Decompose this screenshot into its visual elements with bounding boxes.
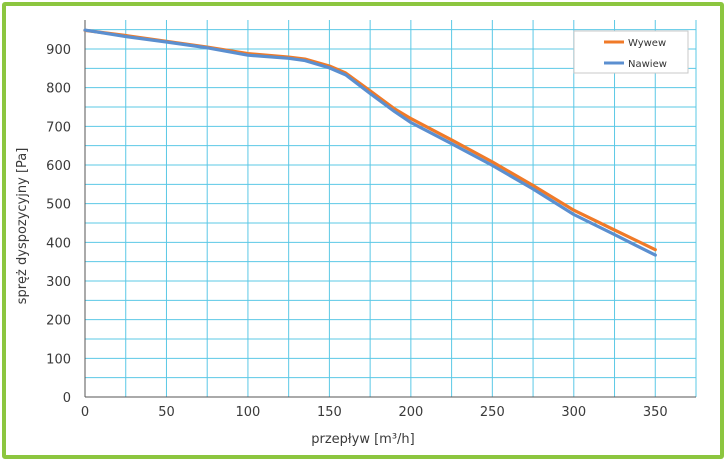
legend-label-nawiew: Nawiew	[628, 59, 667, 70]
y-tick-label: 200	[46, 314, 71, 329]
grid	[85, 20, 697, 397]
legend: Wywew Nawiew	[573, 30, 689, 74]
legend-label-wywew: Wywew	[628, 38, 666, 49]
y-tick-label: 600	[46, 159, 71, 174]
x-tick-label: 150	[317, 405, 342, 420]
x-tick-labels: 0 50 100 150 200 250 300 350	[81, 405, 668, 420]
x-tick-label: 100	[236, 405, 261, 420]
x-tick-label: 350	[643, 405, 668, 420]
x-tick-label: 200	[398, 405, 423, 420]
y-tick-label: 300	[46, 275, 71, 290]
x-tick-label: 50	[158, 405, 175, 420]
y-tick-label: 400	[46, 236, 71, 251]
y-tick-label: 700	[46, 120, 71, 135]
y-axis-title: spręż dyspozycyjny [Pa]	[15, 148, 30, 305]
x-tick-label: 300	[561, 405, 586, 420]
y-tick-labels: 0 100 200 300 400 500 600 700 800 900	[46, 43, 71, 406]
y-tick-label: 900	[46, 43, 71, 58]
axes	[84, 20, 696, 398]
x-axis-title: przepływ [m³/h]	[311, 432, 414, 447]
x-tick-label: 250	[480, 405, 505, 420]
y-tick-label: 500	[46, 198, 71, 213]
series-lines	[83, 28, 657, 257]
y-tick-label: 100	[46, 352, 71, 367]
x-tick-label: 0	[81, 405, 89, 420]
y-tick-label: 0	[63, 391, 71, 406]
series-line-nawiew	[83, 28, 657, 257]
legend-box	[573, 30, 689, 74]
y-tick-label: 800	[46, 82, 71, 97]
